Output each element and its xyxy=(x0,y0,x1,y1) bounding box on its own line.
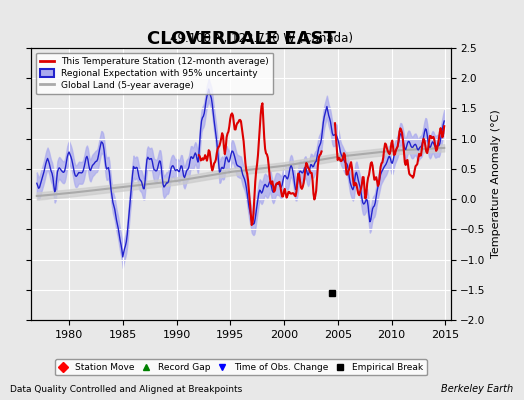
Y-axis label: Temperature Anomaly (°C): Temperature Anomaly (°C) xyxy=(492,110,501,258)
Text: Data Quality Controlled and Aligned at Breakpoints: Data Quality Controlled and Aligned at B… xyxy=(10,385,243,394)
Title: CLOVERDALE EAST: CLOVERDALE EAST xyxy=(147,30,335,48)
Text: Berkeley Earth: Berkeley Earth xyxy=(441,384,514,394)
Text: 49.100 N, 122.720 W (Canada): 49.100 N, 122.720 W (Canada) xyxy=(170,32,354,45)
Legend: Station Move, Record Gap, Time of Obs. Change, Empirical Break: Station Move, Record Gap, Time of Obs. C… xyxy=(56,359,427,375)
